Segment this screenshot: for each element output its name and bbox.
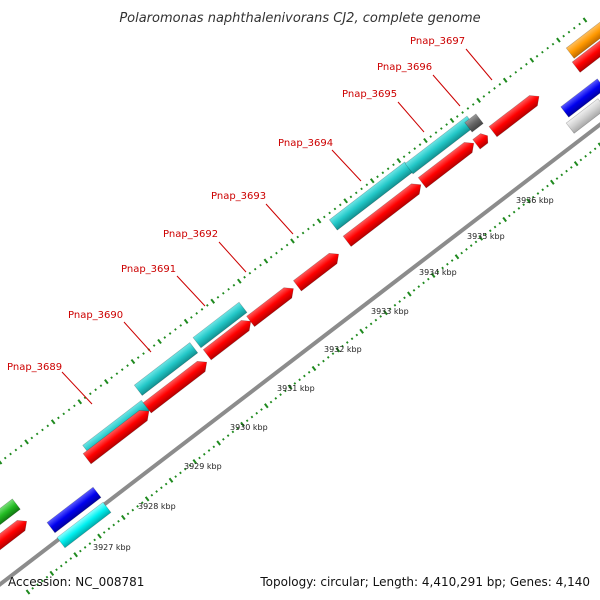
gene-feature-red-3691[interactable] — [202, 316, 255, 361]
leader-line — [432, 74, 461, 107]
gene-feature-blue-right[interactable] — [560, 78, 600, 118]
gene-label-pnap-3693[interactable]: Pnap_3693 — [211, 191, 266, 202]
gene-feature-green-left[interactable] — [0, 498, 21, 526]
scale-label-3933: 3933 kbp — [371, 307, 409, 316]
scale-label-3931: 3931 kbp — [277, 384, 315, 393]
gene-feature-red-3694[interactable] — [342, 180, 425, 247]
inner-tick-track — [25, 142, 600, 595]
leader-line — [176, 275, 206, 307]
leader-line — [123, 321, 152, 353]
gene-feature-cyan-3691[interactable] — [192, 301, 248, 349]
leader-line — [465, 48, 493, 81]
gene-feature-orange-right[interactable] — [565, 17, 600, 59]
scale-label-3932: 3932 kbp — [324, 345, 362, 354]
scale-label-3935: 3935 kbp — [467, 232, 505, 241]
leader-line — [397, 101, 425, 133]
topology-label: Topology: circular; Length: 4,410,291 bp… — [259, 575, 590, 589]
gene-feature-gray-3696[interactable] — [464, 113, 484, 133]
gene-feature-red-3696[interactable] — [472, 131, 491, 150]
leader-line — [61, 371, 93, 405]
gene-feature-red-3693[interactable] — [292, 249, 342, 292]
gene-label-pnap-3691[interactable]: Pnap_3691 — [121, 264, 176, 275]
scale-labels: 3927 kbp 3928 kbp 3929 kbp 3930 kbp 3931… — [93, 196, 554, 552]
minor-tick-dots — [0, 17, 600, 595]
scale-label-3929: 3929 kbp — [184, 462, 222, 471]
scale-label-3936: 3936 kbp — [516, 196, 554, 205]
gene-feature-red-3689[interactable] — [82, 406, 153, 465]
gene-feature-light-right[interactable] — [565, 98, 600, 134]
leader-line — [331, 149, 362, 182]
scale-label-3927: 3927 kbp — [93, 543, 131, 552]
gene-feature-cyan-left[interactable] — [56, 501, 112, 549]
outer-tick-track — [0, 17, 588, 465]
gene-feature-red-right[interactable] — [571, 37, 600, 73]
gene-feature-cyan-3690[interactable] — [133, 342, 199, 396]
gene-feature-red-3690[interactable] — [142, 357, 210, 414]
gene-feature-red-left[interactable] — [0, 516, 31, 553]
leader-line — [218, 241, 247, 273]
gene-label-pnap-3694[interactable]: Pnap_3694 — [278, 138, 333, 149]
map-title: Polaromonas naphthalenivorans CJ2, compl… — [119, 11, 480, 26]
label-leader-lines — [61, 48, 493, 405]
leader-line — [265, 203, 294, 235]
gene-labels: Pnap_3689 Pnap_3690 Pnap_3691 Pnap_3692 … — [7, 36, 465, 373]
scale-label-3930: 3930 kbp — [230, 423, 268, 432]
gene-features — [0, 17, 600, 553]
gene-label-pnap-3695[interactable]: Pnap_3695 — [342, 89, 397, 100]
accession-label: Accession: NC_008781 — [8, 575, 144, 589]
gene-feature-red-3695[interactable] — [417, 138, 477, 189]
gene-label-pnap-3692[interactable]: Pnap_3692 — [163, 229, 218, 240]
scale-label-3928: 3928 kbp — [138, 502, 176, 511]
gene-label-pnap-3689[interactable]: Pnap_3689 — [7, 362, 62, 373]
gene-feature-red-3697[interactable] — [488, 91, 543, 138]
gene-feature-red-3692[interactable] — [246, 283, 298, 328]
scale-label-3934: 3934 kbp — [419, 268, 457, 277]
gene-label-pnap-3697[interactable]: Pnap_3697 — [410, 36, 465, 47]
gene-label-pnap-3696[interactable]: Pnap_3696 — [377, 62, 432, 73]
gene-feature-blue-left[interactable] — [46, 486, 102, 534]
gene-label-pnap-3690[interactable]: Pnap_3690 — [68, 310, 123, 321]
